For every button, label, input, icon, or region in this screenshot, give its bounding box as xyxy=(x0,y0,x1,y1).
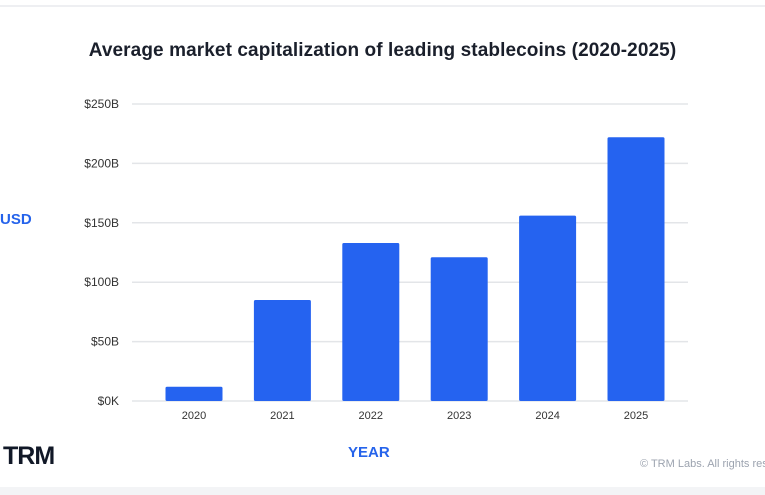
x-axis-label: YEAR xyxy=(348,444,390,461)
chart-title: Average market capitalization of leading… xyxy=(88,40,677,61)
y-tick-label: $50B xyxy=(91,335,119,349)
x-tick-label: 2024 xyxy=(535,410,559,422)
bar-2023 xyxy=(430,257,488,401)
y-axis-label: USD xyxy=(0,211,32,228)
x-tick-label: 2022 xyxy=(359,410,383,422)
bar-2020 xyxy=(165,386,223,401)
y-tick-label: $150B xyxy=(84,216,119,230)
y-tick-label: $250B xyxy=(84,97,119,111)
x-tick-label: 2020 xyxy=(182,410,206,422)
bar-2025 xyxy=(607,137,665,401)
y-tick-label: $100B xyxy=(84,275,119,289)
trm-logo: TRM xyxy=(3,442,55,470)
top-divider xyxy=(0,5,765,7)
bar-2021 xyxy=(253,300,311,401)
bar-2024 xyxy=(519,215,577,401)
y-tick-label: $200B xyxy=(84,156,119,170)
x-tick-label: 2023 xyxy=(447,410,471,422)
x-tick-label: 2021 xyxy=(270,410,294,422)
x-tick-label: 2025 xyxy=(624,410,648,422)
y-tick-label: $0K xyxy=(98,394,119,408)
bottom-divider xyxy=(0,487,765,495)
bar-2022 xyxy=(342,242,400,401)
copyright-text: © TRM Labs. All rights reserved. xyxy=(640,458,765,470)
